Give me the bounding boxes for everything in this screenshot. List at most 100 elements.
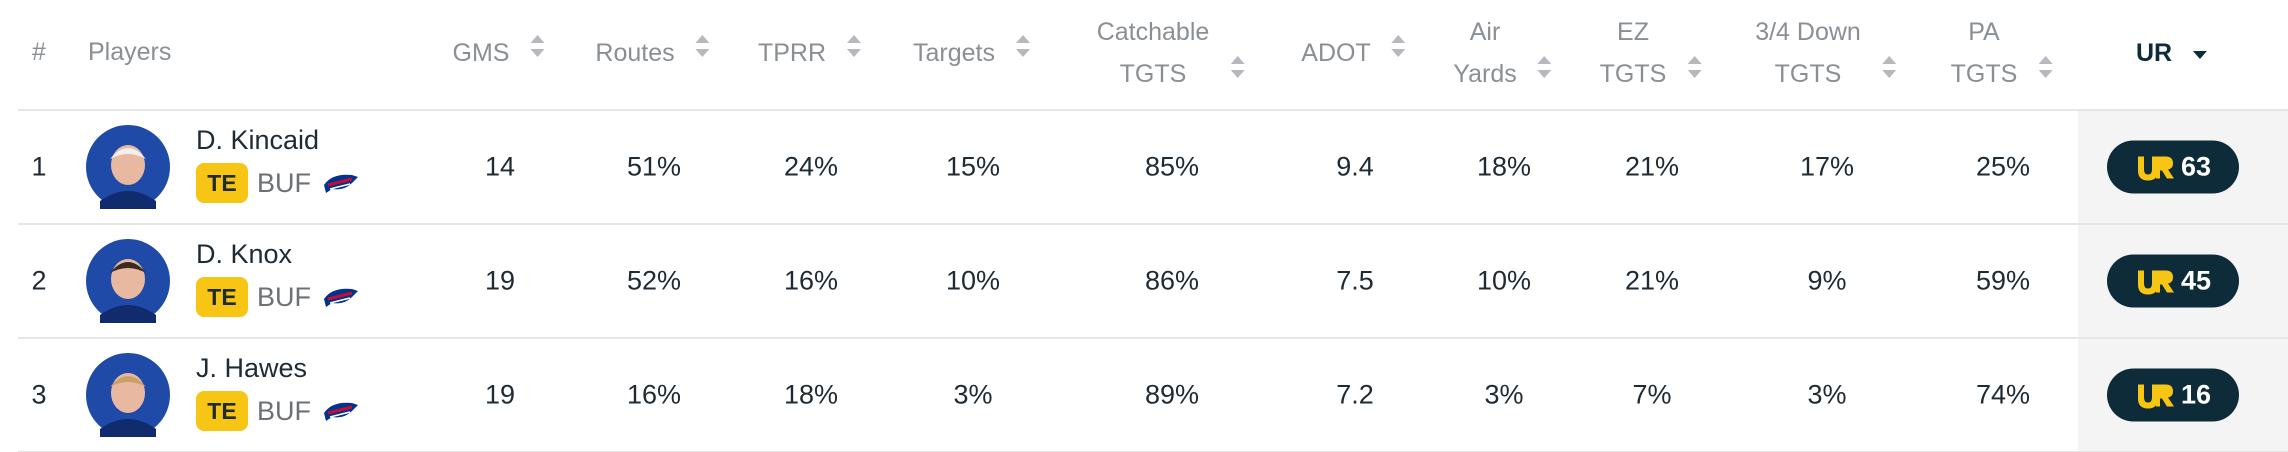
avatar	[86, 353, 170, 437]
sort-icon[interactable]	[844, 31, 864, 74]
header-players: Players	[88, 38, 172, 66]
stat-value: 9%	[1807, 265, 1847, 296]
header-line: 3/4 Down	[1755, 17, 1861, 46]
header-rank: #	[32, 38, 46, 66]
ur-badge: 63	[2107, 140, 2239, 194]
stat-value: 89%	[1144, 379, 1200, 410]
player-name[interactable]: D. Knox	[196, 239, 293, 269]
header-line: UR	[2135, 38, 2173, 67]
header-line: TGTS	[1119, 59, 1187, 88]
team-logo	[322, 285, 360, 311]
header-line: EZ	[1617, 17, 1649, 46]
stat-value: 16%	[626, 379, 682, 410]
header-line: Air	[1469, 17, 1501, 46]
team: BUF	[257, 282, 311, 312]
stat-value: 21%	[1624, 265, 1680, 296]
header-line: TPRR	[757, 38, 827, 67]
stat-value: 16%	[783, 265, 839, 296]
sort-icon[interactable]	[1227, 52, 1247, 95]
stat-value: 18%	[1476, 151, 1532, 182]
position-badge: TE	[196, 163, 248, 203]
ur-badge: 45	[2107, 254, 2239, 308]
ur-logo	[2135, 153, 2175, 181]
header-line: TGTS	[1774, 59, 1842, 88]
sort-icon[interactable]	[1389, 31, 1409, 74]
stat-value: 3%	[953, 379, 993, 410]
team: BUF	[257, 168, 311, 198]
separator	[18, 337, 2288, 339]
position-badge: TE	[196, 391, 248, 431]
header-line: Targets	[913, 38, 995, 67]
header-line: TGTS	[1950, 59, 2018, 88]
header-text: PA TGTS	[1951, 11, 2018, 95]
stat-value: 25%	[1975, 151, 2031, 182]
team: BUF	[257, 396, 311, 426]
player-name[interactable]: J. Hawes	[196, 353, 308, 383]
stat-value: 10%	[945, 265, 1001, 296]
sort-icon[interactable]	[1013, 31, 1033, 74]
stat-value: 3%	[1484, 379, 1524, 410]
column-header[interactable]: TPRR	[758, 31, 864, 74]
column-header[interactable]: UR	[2136, 31, 2210, 74]
column-header[interactable]: PA TGTS	[1951, 10, 2056, 95]
column-header[interactable]: 3/4 Down TGTS	[1755, 10, 1899, 95]
team-logo	[322, 171, 360, 197]
sort-icon[interactable]	[1879, 52, 1899, 95]
stat-value: 14	[484, 151, 516, 182]
avatar	[86, 239, 170, 323]
ur-value: 63	[2180, 151, 2212, 182]
column-header[interactable]: Catchable TGTS	[1097, 10, 1248, 95]
sort-icon[interactable]	[2035, 52, 2055, 95]
header-line: Routes	[595, 38, 675, 67]
header-text: ADOT	[1301, 32, 1370, 74]
avatar	[86, 125, 170, 209]
sort-icon[interactable]	[1684, 52, 1704, 95]
stat-value: 10%	[1476, 265, 1532, 296]
stat-value: 7.5	[1336, 265, 1374, 296]
stat-value: 52%	[626, 265, 682, 296]
header-line: ADOT	[1301, 38, 1371, 67]
stat-value: 3%	[1807, 379, 1847, 410]
stat-value: 17%	[1799, 151, 1855, 182]
ur-value: 16	[2180, 379, 2212, 410]
rank: 1	[31, 151, 47, 182]
stat-value: 86%	[1144, 265, 1200, 296]
header-line: Yards	[1453, 59, 1517, 88]
sort-icon[interactable]	[2190, 31, 2210, 74]
sort-icon[interactable]	[1535, 52, 1555, 95]
header-text: EZ TGTS	[1600, 11, 1667, 95]
column-header[interactable]: ADOT	[1301, 31, 1408, 74]
sort-icon[interactable]	[527, 31, 547, 74]
header-text: Routes	[595, 32, 674, 74]
ur-logo	[2135, 267, 2175, 295]
separator	[18, 223, 2288, 225]
team-logo	[322, 399, 360, 425]
column-header[interactable]: Routes	[595, 31, 712, 74]
stat-value: 19	[484, 379, 516, 410]
header-text: Air Yards	[1453, 11, 1516, 95]
header-text: TPRR	[758, 32, 826, 74]
player-name[interactable]: D. Kincaid	[196, 125, 320, 155]
column-header[interactable]: Air Yards	[1453, 10, 1554, 95]
position-badge: TE	[196, 277, 248, 317]
stat-value: 9.4	[1336, 151, 1374, 182]
column-header[interactable]: EZ TGTS	[1600, 10, 1705, 95]
column-header[interactable]: GMS	[453, 31, 548, 74]
header-text: 3/4 Down TGTS	[1755, 11, 1861, 95]
rank: 2	[31, 265, 47, 296]
stat-value: 51%	[626, 151, 682, 182]
stat-value: 18%	[783, 379, 839, 410]
column-header[interactable]: Targets	[913, 31, 1033, 74]
separator	[18, 109, 2288, 111]
stat-value: 24%	[783, 151, 839, 182]
stat-value: 74%	[1975, 379, 2031, 410]
rank: 3	[31, 379, 47, 410]
stat-value: 7.2	[1336, 379, 1374, 410]
header-text: UR	[2136, 32, 2172, 74]
sort-icon[interactable]	[693, 31, 713, 74]
stat-value: 19	[484, 265, 516, 296]
stat-value: 21%	[1624, 151, 1680, 182]
header-line: PA	[1968, 17, 2000, 46]
header-text: GMS	[453, 32, 510, 74]
